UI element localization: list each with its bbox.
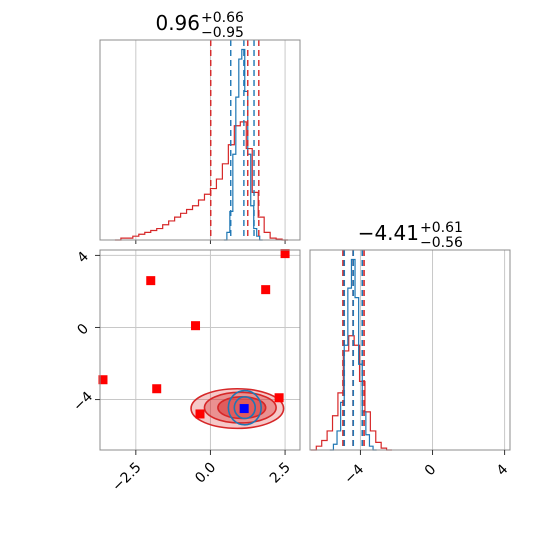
marginal-y-xtick-label: −4 [341,461,367,487]
marginal-y-title-sub: −0.56 [420,235,463,251]
joint-marker [239,404,249,414]
joint-contour [227,389,262,426]
joint-marker [98,375,108,385]
joint-marker [195,409,205,419]
marginal-y-title-sup: +0.61 [420,220,463,236]
marginal-x-title-sub: −0.95 [201,25,244,41]
joint-panel: −2.5 0.0 2.5 4 0 −4 [70,249,301,495]
joint-xtick-label: 0.0 [192,460,219,487]
marginal-y-title: −4.41 [358,221,419,245]
marginal-y-panel: −4.41 +0.61 −0.56 −4 0 4 [309,220,512,487]
joint-xtick-label: 2.5 [267,460,294,487]
joint-marker [261,285,271,295]
marginal-y-frame [309,249,511,451]
joint-frame [99,249,301,451]
marginal-x-panel: 0.96 +0.66 −0.95 [99,10,301,244]
marginal-y-series-0 [310,335,392,451]
joint-ytick-label: 4 [74,249,92,267]
joint-marker [152,384,162,394]
joint-ytick-label: 0 [74,321,92,339]
joint-marker [146,276,156,286]
joint-marker [280,249,290,259]
marginal-y-series-1 [329,258,377,451]
marginal-x-frame [99,39,301,241]
marginal-x-title: 0.96 [155,11,200,35]
joint-ytick-label: −4 [70,389,96,415]
marginal-y-xtick-label: 0 [422,462,440,480]
joint-contour [233,396,257,420]
marginal-x-title-sup: +0.66 [201,10,244,26]
joint-xtick-label: −2.5 [109,460,144,495]
joint-marker [274,393,284,403]
marginal-x-series-0 [114,121,289,241]
marginal-y-xtick-label: 4 [494,461,512,479]
joint-marker [191,321,201,331]
